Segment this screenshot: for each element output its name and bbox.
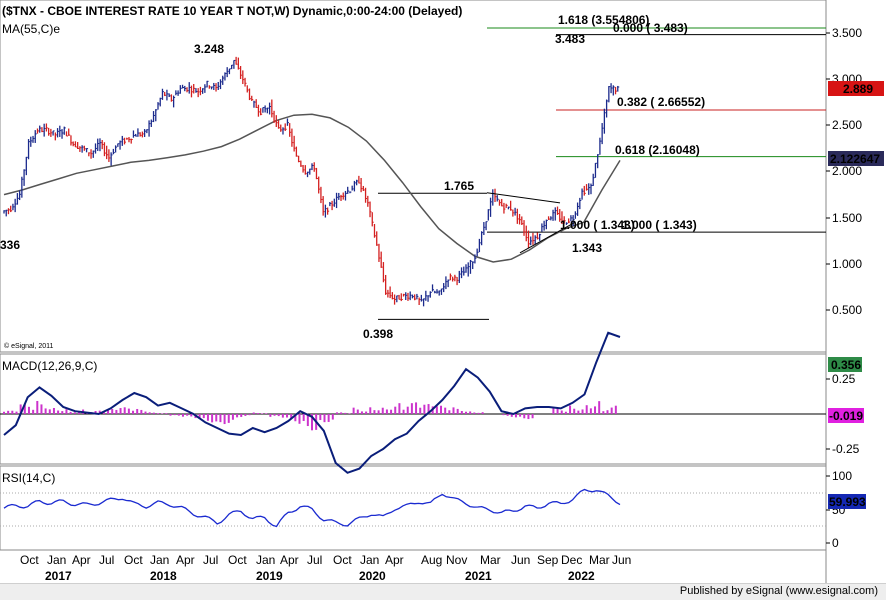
x-month-2: Apr xyxy=(72,553,91,567)
x-month-17: Mar xyxy=(480,553,501,567)
rsi-tick-0: 0 xyxy=(832,536,839,550)
price-tick-1500: 1.500 xyxy=(832,211,862,225)
annotation-3483: 3.483 xyxy=(555,32,585,46)
x-month-10: Apr xyxy=(280,553,299,567)
fib-label-1000-a: 1.000 ( 1.343) xyxy=(560,218,635,232)
fib-label-1000-b: 1.000 ( 1.343) xyxy=(622,218,697,232)
annotation-left-336: 336 xyxy=(0,238,20,252)
price-tick-2000: 2.000 xyxy=(832,164,862,178)
x-month-8: Oct xyxy=(228,553,247,567)
x-year-2018: 2018 xyxy=(150,569,177,583)
x-month-6: Apr xyxy=(176,553,195,567)
macd-polyline xyxy=(3,331,621,474)
hist-value: -0.019 xyxy=(829,409,863,423)
tnx-chart: ($TNX - CBOE INTEREST RATE 10 YEAR T NOT… xyxy=(0,0,884,583)
rsi-pane xyxy=(0,465,827,551)
rsi-value-badge xyxy=(828,494,866,509)
price-y-axis: 3.500 3.000 2.500 2.000 1.500 1.000 0.50… xyxy=(826,26,862,317)
x-month-0: Oct xyxy=(20,553,39,567)
x-month-3: Jul xyxy=(99,553,114,567)
x-month-7: Jul xyxy=(203,553,218,567)
annotation-1343: 1.343 xyxy=(572,241,602,255)
x-month-9: Jan xyxy=(256,553,275,567)
rsi-title: RSI(14,C) xyxy=(2,471,55,485)
x-month-15: Aug xyxy=(421,553,442,567)
watermark: © eSignal, 2011 xyxy=(4,342,54,350)
fib-label-0000: 0.000 ( 3.483) xyxy=(613,21,688,35)
trendline-lower xyxy=(519,221,576,254)
annotation-1765: 1.765 xyxy=(444,179,474,193)
price-pane xyxy=(0,0,827,353)
rsi-line xyxy=(3,488,621,528)
x-month-18: Jun xyxy=(511,553,530,567)
fib-label-1618: 1.618 (3.554806) xyxy=(558,13,649,27)
fib-label-0618: 0.618 (2.16048) xyxy=(615,143,700,157)
macd-histogram xyxy=(3,400,617,431)
x-month-20: Dec xyxy=(561,553,582,567)
ma-polyline xyxy=(3,113,621,263)
x-month-16: Nov xyxy=(446,553,467,567)
x-month-4: Oct xyxy=(124,553,143,567)
ma-legend: MA(55,C)e xyxy=(2,22,60,36)
macd-tick-025: 0.25 xyxy=(832,372,856,386)
x-year-2019: 2019 xyxy=(256,569,283,583)
macd-line xyxy=(3,331,621,474)
x-month-19: Sep xyxy=(537,553,559,567)
x-year-2022: 2022 xyxy=(568,569,595,583)
rsi-tick-100: 100 xyxy=(832,469,852,483)
rsi-value: 59.993 xyxy=(829,495,866,509)
x-month-21: Mar xyxy=(589,553,610,567)
x-axis: Oct Jan Apr Jul Oct Jan Apr Jul Oct Jan … xyxy=(20,553,631,583)
price-tick-2500: 2.500 xyxy=(832,118,862,132)
rsi-polyline xyxy=(3,488,621,528)
fibonacci-levels xyxy=(378,27,826,320)
hist-value-badge xyxy=(828,408,864,423)
price-bars xyxy=(3,56,620,307)
macd-value: 0.356 xyxy=(831,358,861,372)
x-month-5: Jan xyxy=(150,553,169,567)
x-month-1: Jan xyxy=(47,553,66,567)
triangle-trendlines xyxy=(486,192,576,254)
x-year-2017: 2017 xyxy=(45,569,72,583)
price-tick-0500: 0.500 xyxy=(832,303,862,317)
x-month-11: Jul xyxy=(307,553,322,567)
macd-tick-neg025: -0.25 xyxy=(832,442,860,456)
chart-title: ($TNX - CBOE INTEREST RATE 10 YEAR T NOT… xyxy=(2,4,462,18)
trendline-upper xyxy=(486,192,561,204)
x-month-12: Oct xyxy=(333,553,352,567)
price-tick-1000: 1.000 xyxy=(832,257,862,271)
macd-title: MACD(12,26,9,C) xyxy=(2,359,97,373)
footer-credit: Published by eSignal (www.esignal.com) xyxy=(679,585,878,597)
footer-bar: Published by eSignal (www.esignal.com) xyxy=(0,583,886,600)
annotation-3248: 3.248 xyxy=(194,42,224,56)
x-month-13: Jan xyxy=(360,553,379,567)
ma-value: 2.122647 xyxy=(830,152,880,166)
x-year-2020: 2020 xyxy=(359,569,386,583)
annotation-0398: 0.398 xyxy=(363,327,393,341)
last-price-value: 2.889 xyxy=(843,82,873,96)
last-price-badge xyxy=(828,81,884,96)
x-month-22: Jun xyxy=(612,553,631,567)
x-month-14: Apr xyxy=(385,553,404,567)
fib-label-0382: 0.382 ( 2.66552) xyxy=(617,95,705,109)
price-tick-3500: 3.500 xyxy=(832,26,862,40)
x-year-2021: 2021 xyxy=(465,569,492,583)
moving-average-line xyxy=(3,113,621,263)
macd-value-badge xyxy=(828,357,862,372)
ma-value-badge xyxy=(828,151,884,166)
